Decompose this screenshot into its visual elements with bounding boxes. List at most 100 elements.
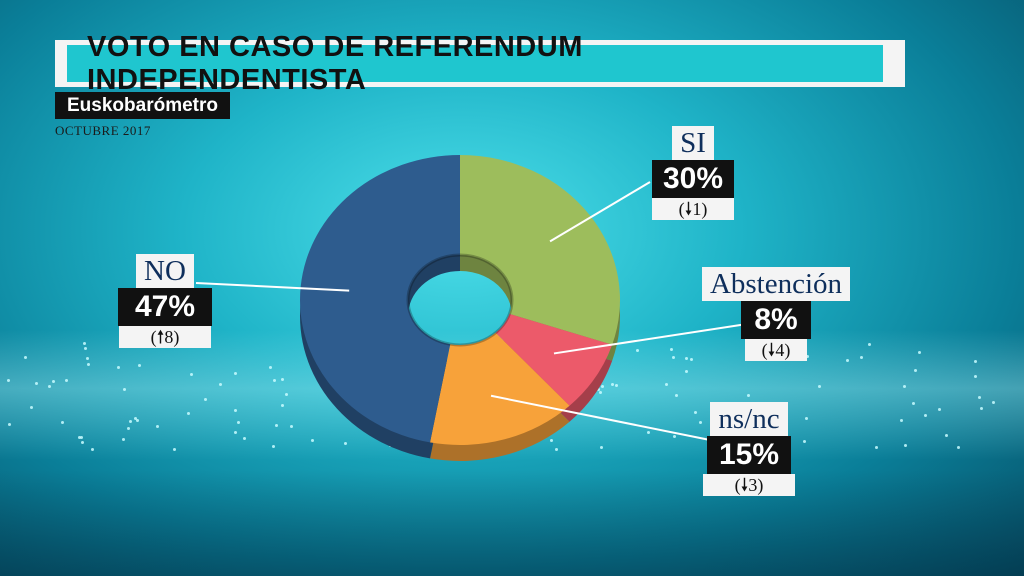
background-particle — [600, 446, 603, 449]
background-particle — [87, 363, 90, 366]
label-no-pct: 47% — [118, 288, 212, 326]
background-particle — [138, 364, 141, 367]
background-particle — [281, 404, 284, 407]
background-particle — [806, 355, 809, 358]
background-particle — [903, 385, 906, 388]
background-particle — [647, 431, 650, 434]
background-particle — [81, 441, 84, 444]
background-particle — [219, 383, 222, 386]
background-particle — [134, 417, 137, 420]
background-particle — [8, 423, 11, 426]
background-particle — [7, 379, 10, 382]
leader-line-nsnc — [490, 394, 711, 441]
background-particle — [344, 442, 347, 445]
background-particle — [91, 448, 94, 451]
background-particle — [290, 425, 293, 428]
background-particle — [275, 424, 278, 427]
label-abstencion-name: Abstención — [701, 267, 851, 301]
background-particle — [269, 366, 272, 369]
label-nsnc-pct: 15% — [707, 436, 791, 474]
background-particle — [673, 435, 676, 438]
label-nsnc-change: (🠗3) — [703, 474, 795, 496]
background-particle — [273, 379, 276, 382]
background-particle — [30, 406, 33, 409]
background-particle — [281, 378, 284, 381]
background-particle — [670, 348, 673, 351]
background-particle — [173, 448, 176, 451]
leader-line-abstencion — [553, 321, 761, 355]
background-particle — [672, 356, 675, 359]
background-particle — [818, 385, 821, 388]
background-particle — [83, 342, 86, 345]
background-particle — [690, 358, 693, 361]
background-particle — [747, 394, 750, 397]
background-particle — [80, 436, 83, 439]
label-abstencion-pct: 8% — [741, 301, 811, 339]
background-particle — [52, 380, 55, 383]
background-particle — [992, 401, 995, 404]
background-particle — [597, 388, 600, 391]
background-particle — [78, 436, 81, 439]
background-particle — [285, 393, 288, 396]
background-particle — [234, 431, 237, 434]
background-particle — [938, 408, 941, 411]
label-si-change: (🠗1) — [652, 198, 734, 220]
background-particle — [615, 384, 618, 387]
background-particle — [187, 412, 190, 415]
background-particle — [204, 398, 207, 401]
background-particle — [237, 421, 240, 424]
background-particle — [48, 385, 51, 388]
label-nsnc: ns/nc 15% (🠗3) — [691, 402, 807, 496]
title-banner: VOTO EN CASO DE REFERENDUM INDEPENDENTIS… — [55, 31, 905, 96]
background-particle — [61, 421, 64, 424]
slice-no — [300, 155, 460, 443]
background-particle — [974, 360, 977, 363]
background-particle — [65, 379, 68, 382]
source-label: Euskobarómetro — [55, 92, 230, 119]
background-particle — [699, 421, 702, 424]
label-no: NO 47% (🠕8) — [115, 254, 215, 348]
background-particle — [918, 351, 921, 354]
background-bottom-glow — [0, 470, 1024, 576]
background-particle — [136, 419, 139, 422]
background-particle — [555, 448, 558, 451]
background-particle — [900, 419, 903, 422]
background-particle — [945, 434, 948, 437]
background-particle — [599, 391, 602, 394]
background-particle — [601, 385, 604, 388]
background-particle — [694, 411, 697, 414]
slice-abstencion — [495, 313, 613, 406]
background-particle — [86, 357, 89, 360]
background-particle — [860, 356, 863, 359]
slice-nsnc — [430, 332, 570, 445]
background-particle — [868, 343, 871, 346]
background-particle — [636, 349, 639, 352]
leader-line-no — [195, 282, 350, 292]
label-si: SI 30% (🠗1) — [648, 126, 738, 220]
background-particle — [685, 370, 688, 373]
background-particle — [974, 375, 977, 378]
background-particle — [875, 446, 878, 449]
background-particle — [127, 427, 130, 430]
label-si-name: SI — [672, 126, 714, 160]
background-particle — [550, 439, 553, 442]
background-particle — [978, 396, 981, 399]
background-particle — [234, 409, 237, 412]
background-particle — [272, 445, 275, 448]
background-particle — [156, 425, 159, 428]
background-particle — [846, 359, 849, 362]
label-no-change: (🠕8) — [119, 326, 211, 348]
label-abstencion: Abstención 8% (🠗4) — [669, 267, 883, 361]
donut-hole-rim — [406, 253, 514, 347]
background-particle — [123, 388, 126, 391]
background-particle — [904, 444, 907, 447]
background-particle — [243, 437, 246, 440]
background-particle — [24, 356, 27, 359]
label-nsnc-name: ns/nc — [710, 402, 788, 436]
background-particle — [914, 369, 917, 372]
background-particle — [924, 414, 927, 417]
background-particle — [190, 373, 193, 376]
background-particle — [122, 438, 125, 441]
background-particle — [912, 402, 915, 405]
